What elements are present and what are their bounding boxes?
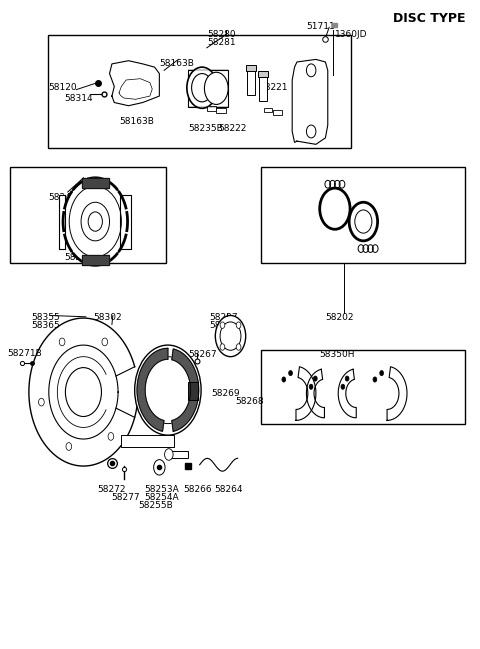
Circle shape [192, 73, 213, 102]
Circle shape [143, 357, 192, 424]
Text: 58163B: 58163B [119, 117, 154, 127]
Bar [207, 106, 216, 111]
Bar [273, 110, 282, 115]
Polygon shape [82, 255, 108, 265]
Polygon shape [59, 195, 65, 249]
Bar [264, 108, 272, 112]
Circle shape [220, 344, 225, 350]
Bar [48, 35, 351, 147]
Circle shape [66, 443, 72, 450]
Bar [247, 70, 255, 95]
Text: 58281: 58281 [207, 38, 235, 47]
Polygon shape [120, 195, 132, 249]
Bar [258, 71, 268, 77]
Text: 58272: 58272 [97, 485, 126, 495]
Text: 58221: 58221 [259, 82, 288, 92]
Text: 58355: 58355 [31, 313, 60, 322]
Circle shape [288, 371, 292, 376]
Bar [188, 69, 228, 107]
Polygon shape [306, 369, 324, 418]
Circle shape [38, 398, 44, 406]
Polygon shape [137, 349, 168, 432]
Circle shape [63, 178, 128, 265]
Text: 58202: 58202 [325, 313, 354, 322]
Text: 58269: 58269 [212, 389, 240, 398]
Circle shape [102, 338, 108, 346]
Circle shape [313, 376, 317, 381]
Circle shape [345, 376, 349, 381]
Circle shape [135, 345, 201, 435]
Text: 58264: 58264 [215, 485, 243, 495]
Text: 58280: 58280 [207, 30, 235, 39]
Polygon shape [387, 367, 407, 421]
Polygon shape [292, 60, 328, 144]
Text: 58267: 58267 [188, 350, 216, 360]
Bar [216, 108, 226, 114]
Circle shape [69, 186, 121, 257]
Text: 58222: 58222 [219, 124, 247, 133]
Text: 58255B: 58255B [138, 501, 173, 510]
Bar [261, 350, 466, 424]
Circle shape [216, 315, 246, 357]
Text: 58365: 58365 [31, 321, 60, 330]
Polygon shape [109, 61, 159, 106]
Polygon shape [82, 178, 108, 188]
Circle shape [220, 322, 241, 350]
Text: 58277: 58277 [111, 493, 140, 502]
Polygon shape [172, 349, 199, 432]
Circle shape [373, 377, 377, 382]
Text: 58163B: 58163B [159, 60, 194, 68]
Circle shape [282, 377, 286, 382]
Text: 58235B: 58235B [188, 124, 223, 133]
Circle shape [88, 212, 102, 231]
Bar [246, 64, 256, 71]
Text: 58208: 58208 [209, 321, 238, 330]
Text: 58271B: 58271B [8, 349, 42, 358]
Circle shape [204, 72, 228, 104]
Text: 58266: 58266 [183, 485, 212, 495]
Text: 51711: 51711 [306, 22, 335, 31]
Circle shape [309, 384, 313, 389]
Circle shape [306, 64, 316, 77]
Text: 1360JD: 1360JD [335, 31, 367, 40]
Text: 58244A: 58244A [48, 193, 83, 202]
Circle shape [236, 322, 241, 328]
Text: 58207: 58207 [209, 313, 238, 322]
Circle shape [306, 125, 316, 138]
Bar [169, 450, 188, 458]
Circle shape [59, 338, 65, 346]
Text: 58253A: 58253A [144, 485, 179, 495]
Polygon shape [296, 367, 316, 421]
Text: 58268: 58268 [235, 397, 264, 406]
Bar [261, 167, 466, 263]
Text: 58302: 58302 [93, 313, 121, 322]
Text: 58244A: 58244A [64, 253, 99, 262]
Text: 58120: 58120 [48, 82, 76, 92]
Circle shape [65, 367, 101, 417]
Circle shape [81, 202, 109, 241]
Circle shape [154, 459, 165, 475]
Text: 58350H: 58350H [320, 350, 355, 360]
Circle shape [108, 433, 114, 440]
Text: 58254A: 58254A [144, 493, 179, 502]
Circle shape [187, 67, 217, 108]
Bar [188, 382, 198, 400]
Circle shape [341, 384, 345, 389]
Polygon shape [338, 369, 356, 418]
Bar [121, 435, 174, 447]
Text: DISC TYPE: DISC TYPE [393, 12, 466, 25]
Circle shape [236, 344, 241, 350]
Circle shape [165, 448, 173, 460]
Circle shape [220, 322, 225, 328]
Circle shape [380, 371, 384, 376]
Bar [259, 77, 266, 101]
Bar [10, 167, 167, 263]
Text: 58314: 58314 [64, 94, 93, 103]
